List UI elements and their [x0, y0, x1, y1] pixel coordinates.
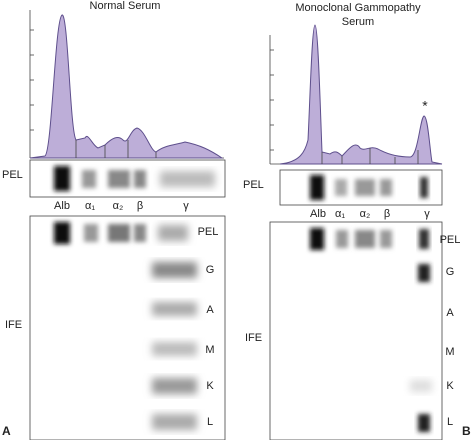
panel-title: Monoclonal Gammopathy — [295, 2, 421, 14]
panel-letter: B — [462, 424, 471, 438]
lane-label: PEL — [198, 226, 219, 238]
pel-label: PEL — [2, 169, 23, 181]
panel-title: Normal Serum — [90, 0, 161, 12]
densitometry-a — [29, 10, 224, 159]
fraction-label: β — [137, 200, 143, 212]
fraction-label: Alb — [54, 200, 70, 212]
pel-label: PEL — [243, 179, 264, 191]
densitometry-b — [269, 24, 443, 165]
fraction-label: α₁ — [85, 200, 95, 212]
lane-label: A — [206, 304, 214, 316]
pel-strip — [29, 159, 226, 198]
ife-bands-b — [310, 228, 432, 432]
fraction-label: α₂ — [113, 200, 124, 212]
ife-bands-a — [54, 222, 197, 430]
lane-label: M — [205, 344, 214, 356]
ife-gel — [269, 221, 443, 440]
fraction-label: γ — [183, 200, 189, 212]
fraction-label: α₂ — [360, 208, 371, 220]
ife-label: IFE — [245, 332, 262, 344]
lane-label: G — [206, 264, 215, 276]
lane-label: G — [446, 266, 455, 278]
peak-marker: * — [422, 98, 428, 114]
fraction-label: γ — [424, 208, 430, 220]
pel-bands-b — [310, 175, 428, 200]
lane-label: PEL — [440, 234, 461, 246]
ife-gel — [29, 215, 226, 440]
lane-label: K — [446, 380, 454, 392]
panel-letter: A — [2, 424, 11, 438]
fraction-label: β — [384, 208, 390, 220]
fraction-label: α₁ — [335, 208, 345, 220]
lane-label: K — [206, 380, 214, 392]
panel-title: Serum — [342, 16, 374, 28]
lane-label: L — [207, 416, 213, 428]
fraction-label: Alb — [310, 208, 326, 220]
lane-label: L — [447, 416, 453, 428]
pel-bands-a — [54, 166, 215, 191]
pel-strip — [279, 169, 443, 206]
lane-label: M — [445, 346, 454, 358]
ife-label: IFE — [5, 319, 22, 331]
lane-label: A — [446, 307, 454, 319]
